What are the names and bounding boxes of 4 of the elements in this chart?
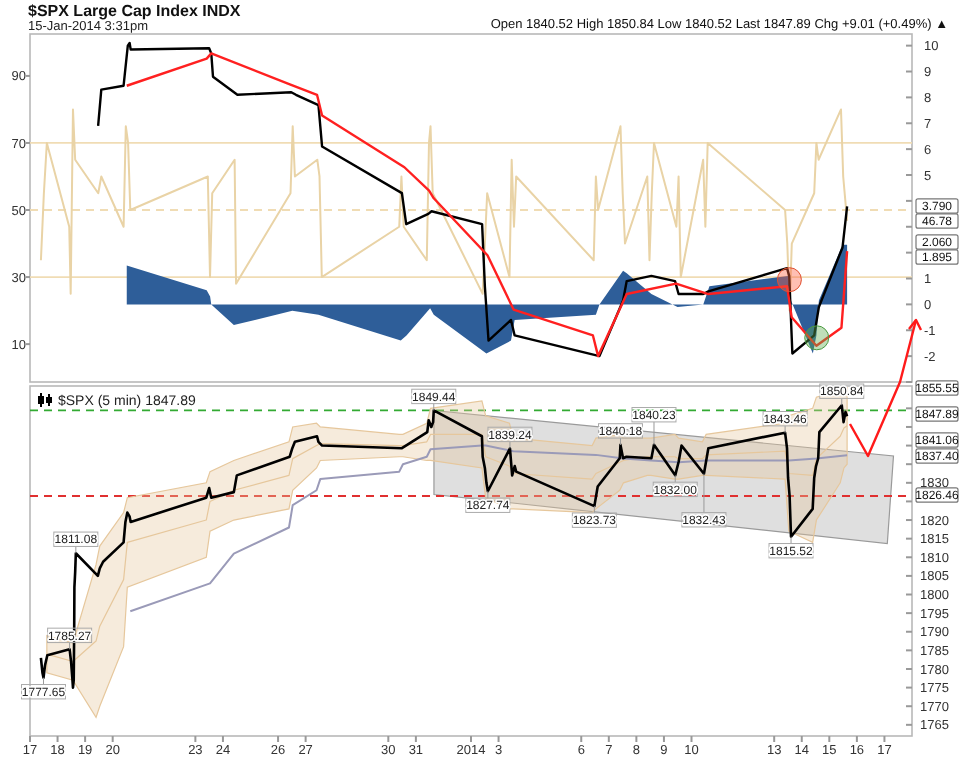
line-series bbox=[129, 444, 849, 613]
line-series bbox=[46, 425, 848, 663]
line-series bbox=[39, 108, 849, 312]
chart-title: $SPX Large Cap Index INDX bbox=[28, 2, 242, 20]
